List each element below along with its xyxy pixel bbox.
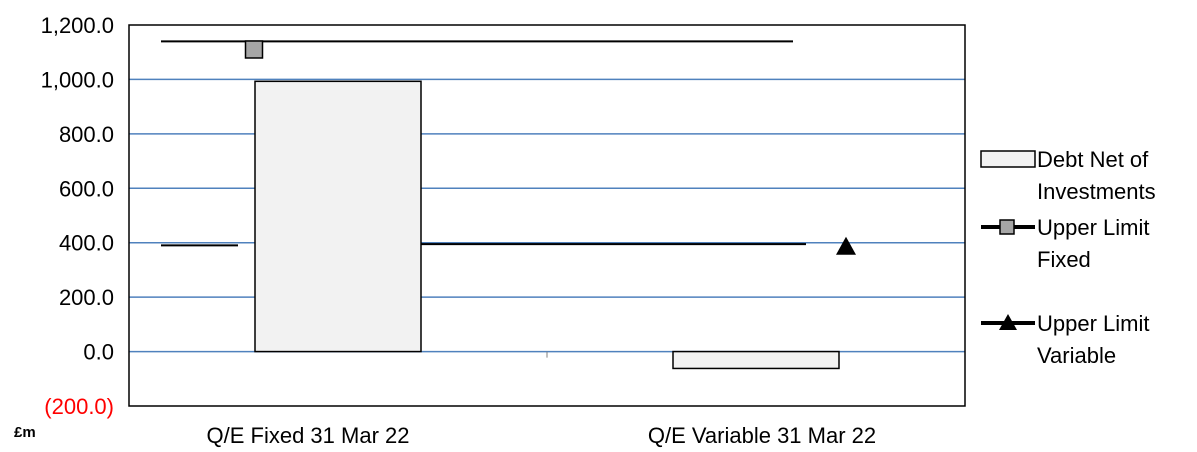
- markers: [244, 40, 856, 255]
- legend-item-1: Upper Limit Fixed: [981, 215, 1149, 272]
- unit-label: £m: [14, 424, 36, 441]
- y-tick-label-0: (200.0): [44, 394, 114, 419]
- legend-item-2: Upper Limit Variable: [981, 311, 1149, 368]
- y-tick-label-1: 0.0: [83, 340, 114, 365]
- legend-label-2-line-1: Variable: [1037, 343, 1116, 368]
- legend-label-0-line-0: Debt Net of: [1037, 147, 1149, 172]
- y-tick-label-5: 800.0: [59, 122, 114, 147]
- legend-label-1-line-0: Upper Limit: [1037, 215, 1149, 240]
- bar-1: [672, 350, 840, 370]
- legend-item-0: Debt Net of Investments: [980, 147, 1156, 204]
- y-tick-label-2: 200.0: [59, 285, 114, 310]
- plot-area-border: [128, 24, 966, 407]
- marker-square-0: [244, 40, 264, 59]
- bars: [254, 80, 840, 370]
- y-tick-label-4: 600.0: [59, 176, 114, 201]
- y-tick-label-7: 1,200.0: [41, 13, 114, 38]
- legend-marker-triangle: [999, 314, 1017, 330]
- y-tick-label-6: 1,000.0: [41, 67, 114, 92]
- legend-label-1-line-1: Fixed: [1037, 247, 1091, 272]
- bar-0: [254, 80, 422, 353]
- legend-marker-square: [999, 219, 1015, 235]
- y-tick-labels: (200.0) 0.0 200.0 400.0 600.0 800.0 1,000.0 1,2…: [41, 13, 114, 419]
- y-tick-label-3: 400.0: [59, 231, 114, 256]
- reference-lines: [161, 40, 806, 247]
- legend-label-2-line-0: Upper Limit: [1037, 311, 1149, 336]
- legend-label-0-line-1: Investments: [1037, 179, 1156, 204]
- x-tick-labels: Q/E Fixed 31 Mar 22 Q/E Variable 31 Mar 2…: [207, 423, 877, 448]
- x-tick-label-0: Q/E Fixed 31 Mar 22: [207, 423, 410, 448]
- x-tick-label-1: Q/E Variable 31 Mar 22: [648, 423, 876, 448]
- marker-triangle-1: [836, 236, 856, 255]
- legend-swatch-bar: [980, 150, 1036, 168]
